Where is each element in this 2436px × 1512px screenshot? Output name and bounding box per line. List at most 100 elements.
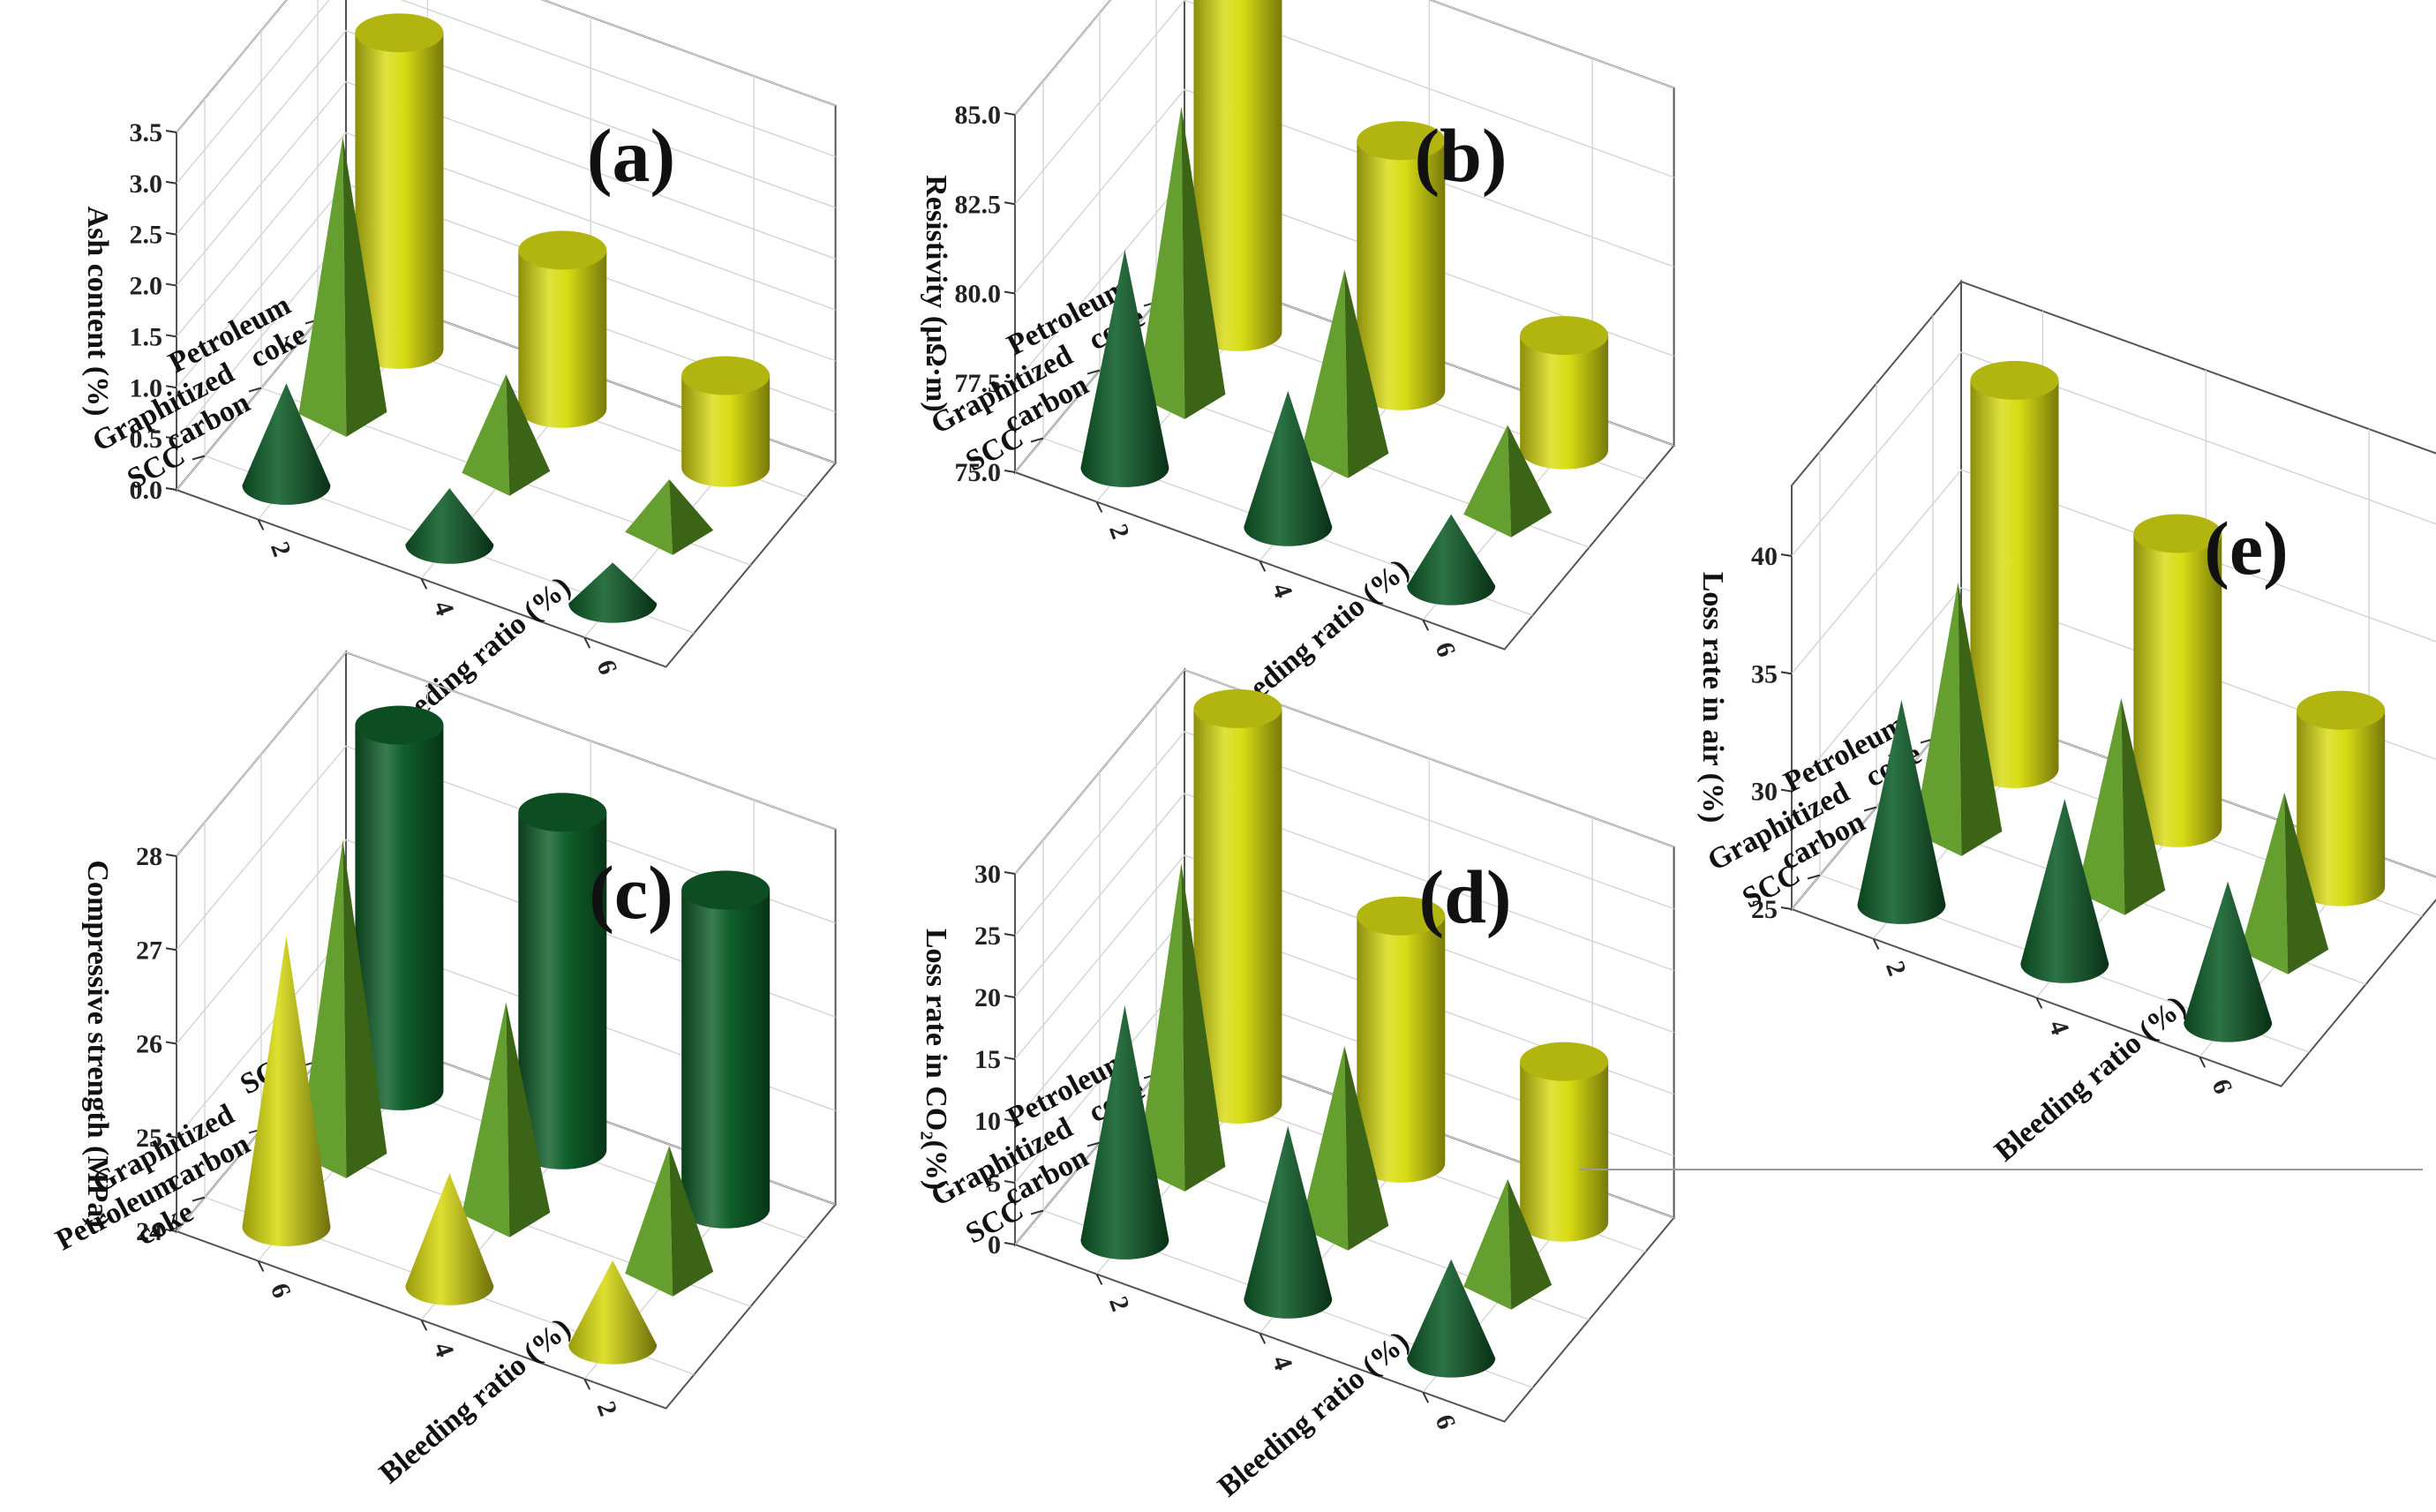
y-tick-mark (165, 1041, 177, 1045)
bar-pyramid-b (1300, 269, 1389, 478)
bar-pyramid-d (1300, 1045, 1389, 1251)
pyramid-face-left (1137, 862, 1185, 1192)
panel-label: (e) (2204, 506, 2288, 591)
category-tick-mark (1807, 874, 1821, 880)
bar-cylinder-c (518, 793, 607, 1170)
cone-body (1080, 1004, 1169, 1260)
bar-cylinder-b (1357, 121, 1446, 410)
x-tick-label: 6 (2207, 1075, 2238, 1097)
gridline-y (176, 839, 836, 1044)
cylinder-body (1970, 380, 2059, 788)
category-tick-mark (192, 1196, 206, 1202)
pyramid-face-left (625, 1145, 673, 1297)
category-tick-mark (1030, 437, 1044, 443)
pyramid-face-right (506, 374, 551, 496)
bar-cylinder-c (681, 870, 771, 1229)
bar-cylinder-b (1520, 316, 1609, 470)
pyramid-face-right (2284, 792, 2329, 974)
y-tick-mark (165, 436, 177, 440)
x-tick-label: 2 (265, 538, 297, 560)
bar-cone-a (568, 562, 658, 623)
gridline-y (176, 0, 836, 133)
pyramid-face-left (1300, 269, 1349, 478)
y-tick-label: 27 (136, 936, 162, 965)
cylinder-body (1193, 0, 1282, 351)
gridline-y (176, 745, 836, 951)
x-tick-mark (1259, 1332, 1267, 1344)
cylinder-body (1520, 1061, 1609, 1242)
gridline-y (176, 80, 836, 287)
gridline-y (176, 132, 836, 337)
bar-pyramid-d (1137, 862, 1226, 1192)
category-tick-mark (1863, 806, 1877, 812)
bar-cone-b (1407, 514, 1496, 606)
cone-body (242, 383, 331, 505)
x-tick-mark (583, 636, 591, 649)
bar-cylinder-c (355, 705, 444, 1110)
bar-pyramid-c (625, 1145, 714, 1297)
y-tick-mark (1004, 995, 1016, 998)
cylinder-top (1970, 360, 2059, 400)
bar-cone-b (1244, 390, 1333, 546)
y-tick-label: 75.0 (955, 458, 1002, 487)
y-tick-label: 80.0 (955, 280, 1002, 309)
y-tick-mark (165, 854, 177, 857)
cone-body (242, 936, 331, 1246)
cylinder-body (355, 33, 444, 369)
pyramid-face-left (1463, 425, 1512, 538)
y-tick-mark (165, 231, 177, 236)
y-axis-title: Resistivity (μΩ·m) (920, 175, 952, 411)
cylinder-top (355, 705, 444, 745)
y-tick-mark (165, 334, 177, 338)
y-axis-title: Ash content (%) (81, 207, 114, 417)
y-tick-label: 25 (1751, 895, 1778, 924)
cylinder-top (1520, 1042, 1609, 1081)
gridline-y (176, 651, 836, 857)
x-tick-label: 4 (428, 1338, 460, 1360)
gridline-y (1014, 0, 1674, 205)
pyramid-face-left (1463, 1178, 1512, 1310)
y-tick-mark (165, 385, 177, 389)
bar-cone-d (1244, 1125, 1333, 1319)
bar-pyramid-a (625, 479, 714, 555)
pyramid-face-left (2077, 697, 2125, 915)
bar-cone-a (405, 488, 494, 564)
y-tick-mark (165, 487, 177, 491)
x-tick-label: 4 (428, 597, 460, 619)
x-tick-label: 4 (1267, 1351, 1298, 1373)
cylinder-body (518, 250, 607, 428)
cylinder-top (1193, 688, 1282, 728)
cylinder-top (518, 230, 607, 270)
pyramid-face-right (1344, 1045, 1389, 1251)
bar-cylinder-a (681, 356, 771, 487)
cone-body (2184, 881, 2273, 1042)
panel-label: (d) (1418, 854, 1511, 939)
pyramid-face-right (1507, 425, 1553, 538)
y-tick-label: 3.5 (130, 118, 163, 147)
y-tick-mark (1004, 1057, 1016, 1060)
x-tick-mark (1872, 937, 1880, 950)
cone-body (1080, 249, 1169, 487)
y-tick-mark (1004, 290, 1016, 295)
gridline-y (1014, 854, 1674, 1060)
bar-cylinder-d (1520, 1042, 1609, 1242)
x-tick-mark (2199, 1056, 2207, 1068)
gridline-y (176, 29, 836, 236)
x-tick-mark (1095, 1273, 1103, 1285)
bar-cylinder-e (2133, 514, 2222, 847)
pyramid-face-left (1913, 582, 1962, 856)
pyramid-face-right (1181, 106, 1226, 419)
cylinder-body (2297, 710, 2386, 906)
gridline-y (1014, 793, 1674, 998)
bar-pyramid-d (1463, 1178, 1553, 1310)
bar-pyramid-c (462, 1002, 551, 1237)
bar-cylinder-a (355, 13, 444, 369)
cylinder-top (1520, 316, 1609, 356)
cylinder-body (681, 890, 771, 1229)
cylinder-top (518, 793, 607, 832)
y-tick-label: 20 (974, 983, 1001, 1012)
cone-body (1407, 514, 1496, 606)
bar-cone-d (1407, 1259, 1496, 1378)
cylinder-body (1193, 708, 1282, 1124)
